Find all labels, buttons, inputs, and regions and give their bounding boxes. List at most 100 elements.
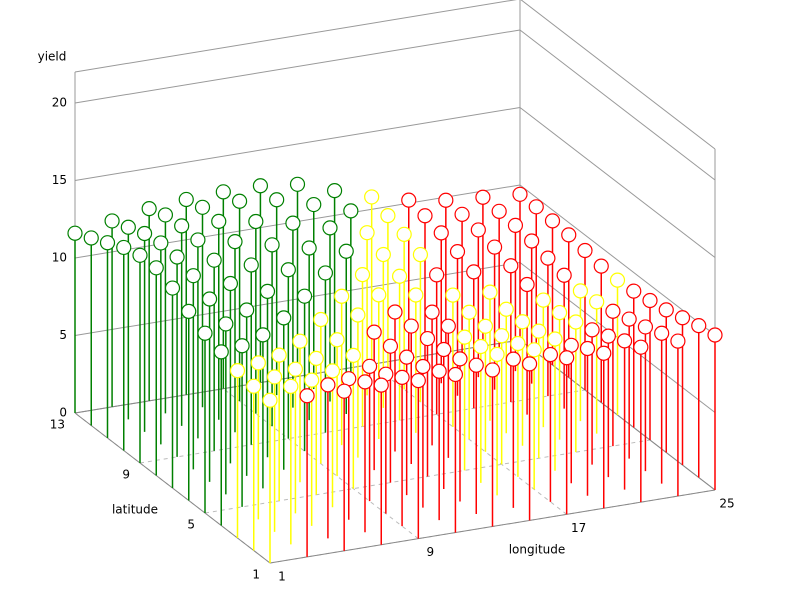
stem-marker xyxy=(626,283,642,299)
stem-marker xyxy=(431,363,447,379)
stem-marker xyxy=(218,316,234,332)
stem-marker xyxy=(556,267,572,283)
stem-marker xyxy=(429,267,445,283)
y-tick-label: 9 xyxy=(122,468,130,482)
stem-marker xyxy=(234,338,250,354)
stem-marker xyxy=(287,361,304,377)
stem-marker xyxy=(190,232,206,248)
stem-marker xyxy=(248,213,264,230)
stem-marker xyxy=(132,247,148,263)
stem-marker xyxy=(542,346,559,363)
stem-marker xyxy=(482,284,498,300)
stem-marker xyxy=(213,344,229,360)
stem-marker xyxy=(387,304,403,320)
stem-marker xyxy=(264,237,280,253)
z-tick-label: 5 xyxy=(59,328,67,342)
stem-marker xyxy=(169,249,185,265)
grid-line xyxy=(519,184,716,336)
stem-marker xyxy=(259,283,276,299)
stem-marker xyxy=(691,318,707,334)
stem-marker xyxy=(494,328,510,344)
stem-marker xyxy=(577,242,593,259)
stem-marker xyxy=(361,358,378,374)
stem-marker xyxy=(616,333,633,349)
stem-marker xyxy=(148,260,164,276)
stem-marker xyxy=(276,310,292,326)
stem-marker xyxy=(313,311,329,328)
stem-marker xyxy=(271,347,287,363)
stem-marker xyxy=(382,338,399,354)
y-axis-label: latitude xyxy=(112,503,158,517)
stem-marker xyxy=(185,268,201,284)
stem-marker xyxy=(157,207,174,223)
stem-marker xyxy=(317,265,334,281)
stem-marker xyxy=(320,377,336,393)
stem-marker xyxy=(396,226,412,242)
stem-marker xyxy=(547,331,563,347)
stem-marker xyxy=(141,201,157,217)
stem-marker xyxy=(521,356,538,372)
stem-marker xyxy=(440,318,456,334)
stem-marker xyxy=(324,363,341,379)
stem-marker xyxy=(436,341,452,358)
stem-marker xyxy=(269,192,285,208)
stem-marker xyxy=(99,235,116,251)
stem-marker xyxy=(654,325,670,341)
stem-marker xyxy=(491,203,507,219)
stem-marker xyxy=(579,340,596,357)
stem-marker xyxy=(206,252,222,268)
stem-marker xyxy=(391,268,408,284)
stem-marker xyxy=(408,287,424,303)
stem-marker xyxy=(528,199,544,215)
stem-marker xyxy=(433,225,449,241)
stem-marker xyxy=(424,304,440,320)
stem-marker xyxy=(394,369,410,385)
grid-line xyxy=(74,29,521,104)
x-tick-label: 25 xyxy=(719,497,734,511)
stem-marker xyxy=(178,191,194,208)
stem-marker xyxy=(329,332,345,348)
stem-marker xyxy=(561,227,577,243)
stem-marker xyxy=(519,276,535,293)
stem-marker xyxy=(415,358,431,375)
stem-marker xyxy=(343,203,359,219)
stem-marker xyxy=(153,235,169,251)
stem-marker xyxy=(559,350,575,366)
stem-marker xyxy=(531,323,547,339)
stem-marker xyxy=(498,301,514,317)
stem-marker xyxy=(215,184,231,200)
stem-marker xyxy=(336,383,352,399)
stem-marker xyxy=(468,357,484,373)
stem-marker xyxy=(484,362,501,378)
stem-marker xyxy=(637,319,654,335)
stem-marker xyxy=(449,244,466,260)
x-tick-label: 17 xyxy=(571,521,586,535)
stem-marker xyxy=(174,218,190,234)
stem-marker xyxy=(350,307,366,323)
stem-marker xyxy=(589,294,605,310)
stem-marker xyxy=(345,347,361,363)
stem-marker xyxy=(326,183,343,199)
stem-marker xyxy=(299,388,315,404)
stem-marker xyxy=(596,345,612,361)
stem-marker xyxy=(373,377,389,393)
stem-marker xyxy=(201,291,218,307)
stem-marker xyxy=(447,366,464,383)
stem-marker xyxy=(83,230,99,246)
stem-marker xyxy=(289,176,306,192)
grid-line xyxy=(519,29,716,181)
stem-marker xyxy=(380,208,396,224)
z-tick-label: 10 xyxy=(52,251,67,265)
stem-marker xyxy=(524,233,540,249)
stem-marker xyxy=(304,372,320,388)
stem-marker xyxy=(301,240,317,256)
stem-marker xyxy=(292,333,308,349)
stem-marker xyxy=(262,392,278,408)
stem-marker xyxy=(707,327,723,343)
stem-marker xyxy=(120,219,136,235)
stem-marker xyxy=(194,199,211,215)
box-edge xyxy=(74,0,517,73)
stem-marker xyxy=(410,372,426,389)
stem-marker xyxy=(456,329,473,345)
stem-marker xyxy=(252,178,269,194)
